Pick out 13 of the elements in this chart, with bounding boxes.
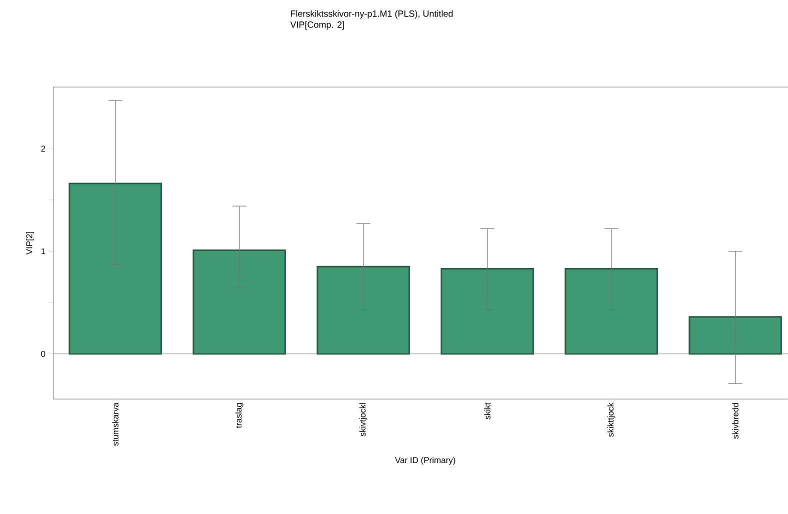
x-tick-label: skikt [484,402,490,420]
y-axis-title: VIP[2] [26,232,34,255]
y-tick-label: 0 [41,350,46,357]
chart-title: Flerskiktsskivor-ny-p1.M1 (PLS), Untitled [290,10,453,19]
y-tick-label: 1 [41,248,46,254]
x-tick-label: skivtjockl [359,403,368,436]
y-tick-label: 2 [41,146,46,152]
x-axis-title: Var ID (Primary) [394,456,456,465]
chart-subtitle: VIP[Comp. 2] [290,21,344,30]
x-tick-label: skikttjock [607,402,616,437]
x-tick-label: traslag [235,403,244,428]
x-tick-label: skivbredd [732,403,738,439]
x-tick-label: stumskarva [112,402,118,446]
